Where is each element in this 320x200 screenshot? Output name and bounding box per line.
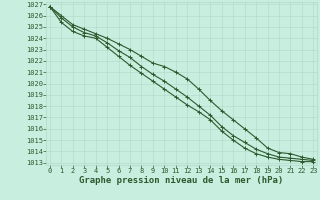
X-axis label: Graphe pression niveau de la mer (hPa): Graphe pression niveau de la mer (hPa) [79,176,284,185]
